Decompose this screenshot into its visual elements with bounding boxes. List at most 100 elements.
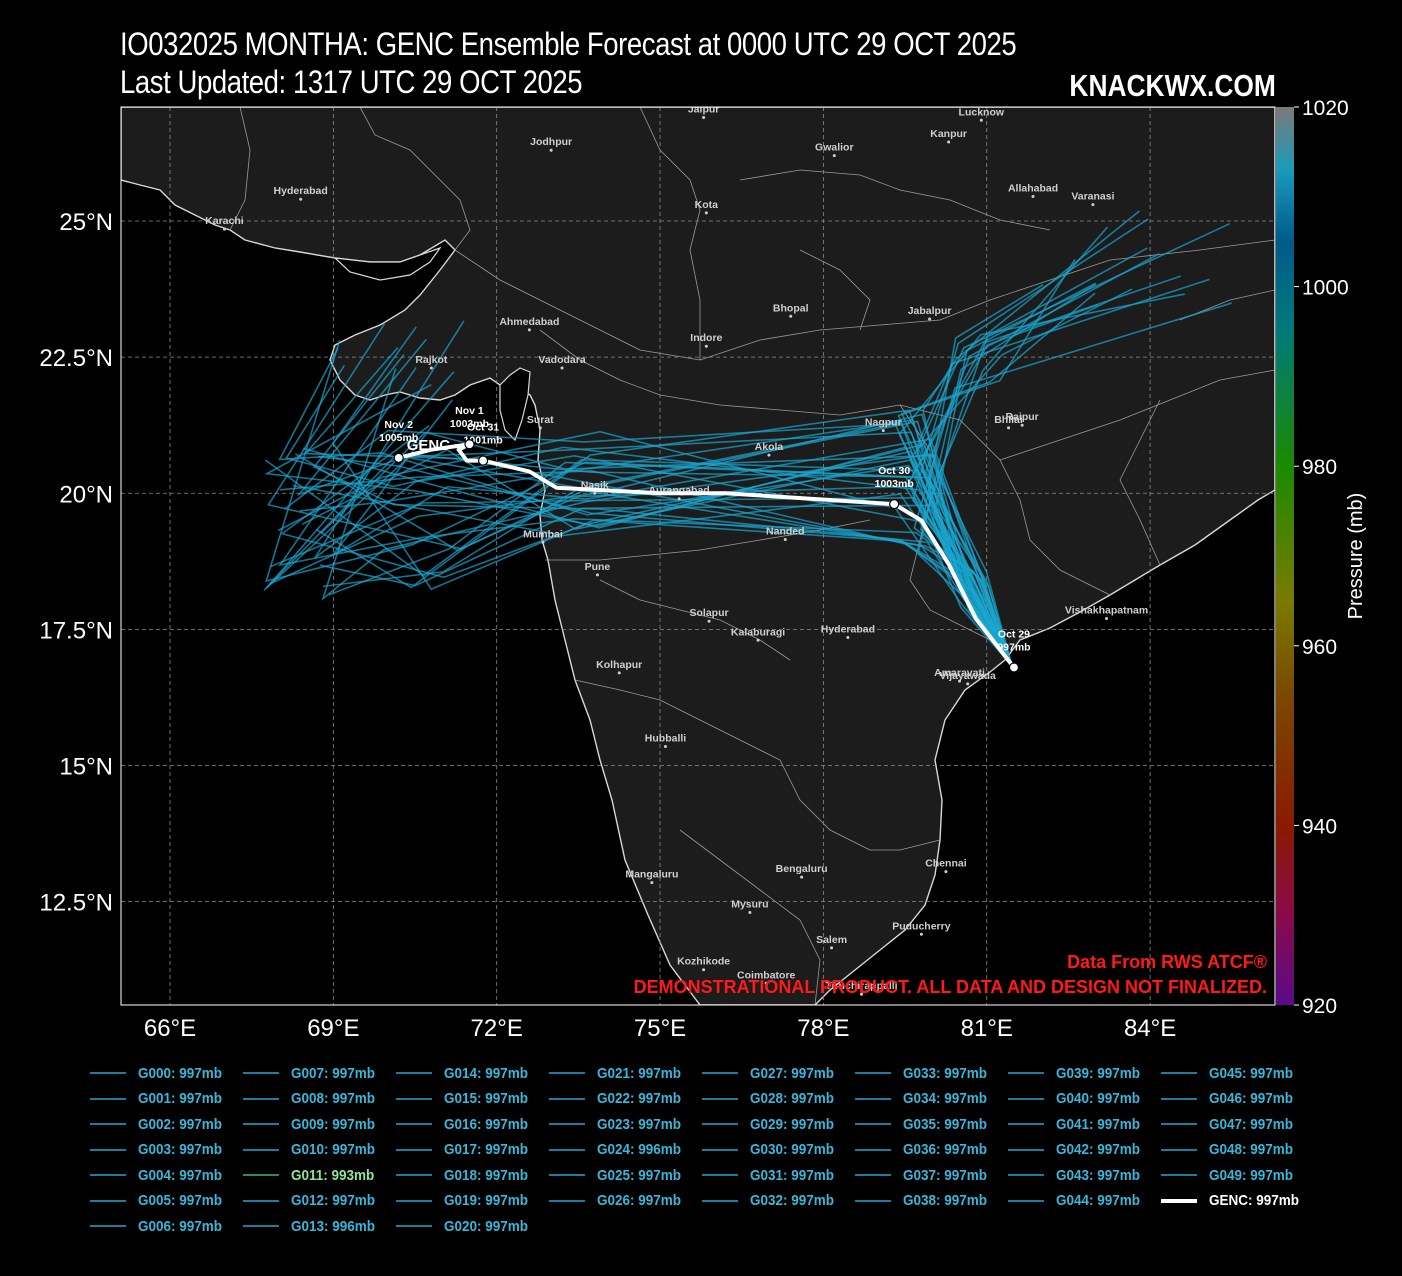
legend-item: G026: 997mb bbox=[549, 1190, 690, 1212]
legend-item: G013: 996mb bbox=[243, 1215, 384, 1237]
legend-item: G008: 997mb bbox=[243, 1088, 384, 1110]
chart-title: IO032025 MONTHA: GENC Ensemble Forecast … bbox=[120, 26, 1017, 62]
legend-swatch bbox=[549, 1123, 585, 1125]
city-dot bbox=[881, 429, 885, 433]
legend-label: G018: 997mb bbox=[444, 1166, 529, 1184]
track-point-date: Nov 1 bbox=[455, 405, 484, 417]
legend-swatch bbox=[90, 1072, 126, 1074]
city-dot bbox=[1007, 426, 1011, 430]
legend-label: GENC: 997mb bbox=[1209, 1192, 1300, 1209]
legend-label: G022: 997mb bbox=[597, 1090, 682, 1107]
city-dot bbox=[756, 638, 760, 642]
city-dot bbox=[1031, 194, 1035, 198]
track-map: Jaipur Lucknow Kanpur Jodhpur Gwalior Hyderab… bbox=[39, 97, 1367, 1042]
city-label: Nagpur bbox=[865, 417, 902, 429]
lon-tick-label: 72°E bbox=[471, 1015, 523, 1042]
legend-item: G030: 997mb bbox=[702, 1139, 843, 1161]
legend-item: G019: 997mb bbox=[396, 1190, 537, 1212]
legend-item: G011: 993mb bbox=[243, 1164, 384, 1186]
colorbar-tick-label: 1020 bbox=[1302, 97, 1349, 120]
genc-track-point bbox=[464, 439, 475, 450]
legend-swatch bbox=[1008, 1072, 1044, 1074]
city-label: Solapur bbox=[690, 607, 729, 619]
city-label: Vishakhapatnam bbox=[1065, 604, 1148, 616]
city-dot bbox=[299, 197, 303, 201]
colorbar-label: Pressure (mb) bbox=[1345, 493, 1367, 620]
legend-label: G011: 993mb bbox=[291, 1166, 375, 1184]
city-dot bbox=[595, 573, 599, 577]
legend-item: G039: 997mb bbox=[1008, 1062, 1149, 1084]
city-label: Karachi bbox=[205, 215, 244, 227]
track-point-pressure: 1003mb bbox=[875, 478, 914, 490]
legend-label: G027: 997mb bbox=[750, 1064, 835, 1082]
legend-label: G043: 997mb bbox=[1056, 1166, 1141, 1184]
legend-item: G041: 997mb bbox=[1008, 1113, 1149, 1135]
legend-label: G005: 997mb bbox=[138, 1192, 223, 1209]
ensemble-track-line bbox=[279, 470, 1013, 667]
city-label: Vijayawada bbox=[939, 670, 996, 682]
legend-item: G006: 997mb bbox=[90, 1215, 231, 1237]
city-dot bbox=[944, 870, 948, 874]
legend-item: G015: 997mb bbox=[396, 1088, 537, 1110]
legend-swatch bbox=[1008, 1123, 1044, 1125]
lat-tick-label: 20°N bbox=[59, 481, 113, 508]
city-label: Hyderabad bbox=[274, 185, 328, 197]
city-dot bbox=[650, 881, 654, 885]
legend-item: G012: 997mb bbox=[243, 1190, 384, 1212]
legend-swatch bbox=[549, 1072, 585, 1074]
city-label: Tiruchirappalli bbox=[825, 980, 897, 992]
city-label: Akola bbox=[755, 441, 784, 453]
legend-swatch bbox=[396, 1199, 432, 1202]
legend-item: G034: 997mb bbox=[855, 1088, 996, 1110]
colorbar bbox=[1276, 107, 1294, 1005]
legend-swatch bbox=[855, 1123, 891, 1125]
legend-label: G006: 997mb bbox=[138, 1217, 223, 1235]
legend-swatch bbox=[243, 1072, 279, 1074]
city-label: Amaravati bbox=[934, 667, 985, 679]
legend-label: G030: 997mb bbox=[750, 1141, 835, 1158]
legend-label: G046: 997mb bbox=[1209, 1090, 1294, 1107]
city-label: Ahmedabad bbox=[499, 316, 559, 328]
city-dot bbox=[702, 968, 706, 972]
legend-label: G038: 997mb bbox=[903, 1192, 988, 1209]
legend-item: G021: 997mb bbox=[549, 1062, 690, 1084]
legend-swatch bbox=[90, 1097, 126, 1100]
legend-item: G022: 997mb bbox=[549, 1088, 690, 1110]
colorbar-tick-label: 980 bbox=[1302, 456, 1337, 479]
legend-item: G028: 997mb bbox=[702, 1088, 843, 1110]
legend-label: G035: 997mb bbox=[903, 1115, 988, 1133]
legend-swatch bbox=[1161, 1072, 1197, 1074]
legend-label: G013: 996mb bbox=[291, 1217, 376, 1235]
legend-label: G014: 997mb bbox=[444, 1064, 529, 1082]
legend-label: G010: 997mb bbox=[291, 1141, 376, 1158]
legend-label: G041: 997mb bbox=[1056, 1115, 1141, 1133]
city-label: Indore bbox=[690, 332, 722, 344]
legend-label: G040: 997mb bbox=[1056, 1090, 1141, 1107]
city-dot bbox=[541, 540, 545, 544]
city-dot bbox=[928, 317, 932, 321]
legend-item: G040: 997mb bbox=[1008, 1088, 1149, 1110]
legend-label: G039: 997mb bbox=[1056, 1064, 1141, 1082]
legend-item: G020: 997mb bbox=[396, 1215, 537, 1237]
city-label: Vadodara bbox=[538, 354, 585, 366]
legend-item: G037: 997mb bbox=[855, 1164, 996, 1186]
legend-label: G015: 997mb bbox=[444, 1090, 529, 1107]
legend-swatch bbox=[702, 1072, 738, 1074]
legend-swatch bbox=[1008, 1097, 1044, 1100]
colorbar-ticks: 1020 1000 980 960 940 920 bbox=[1294, 97, 1349, 1018]
legend-swatch bbox=[90, 1148, 126, 1151]
city-dot bbox=[958, 679, 962, 683]
lon-tick-label: 66°E bbox=[144, 1015, 196, 1042]
legend-label: G012: 997mb bbox=[291, 1192, 376, 1209]
legend-swatch bbox=[90, 1199, 126, 1202]
legend-swatch bbox=[396, 1174, 432, 1176]
city-dot bbox=[764, 981, 768, 985]
colorbar-tick-label: 1000 bbox=[1302, 277, 1349, 300]
city-dot bbox=[789, 314, 793, 318]
city-label: Chennai bbox=[925, 858, 967, 870]
legend-label: G016: 997mb bbox=[444, 1115, 529, 1133]
legend-swatch bbox=[702, 1148, 738, 1151]
legend-item: G004: 997mb bbox=[90, 1164, 231, 1186]
city-dot bbox=[832, 154, 836, 158]
legend-item: G014: 997mb bbox=[396, 1062, 537, 1084]
